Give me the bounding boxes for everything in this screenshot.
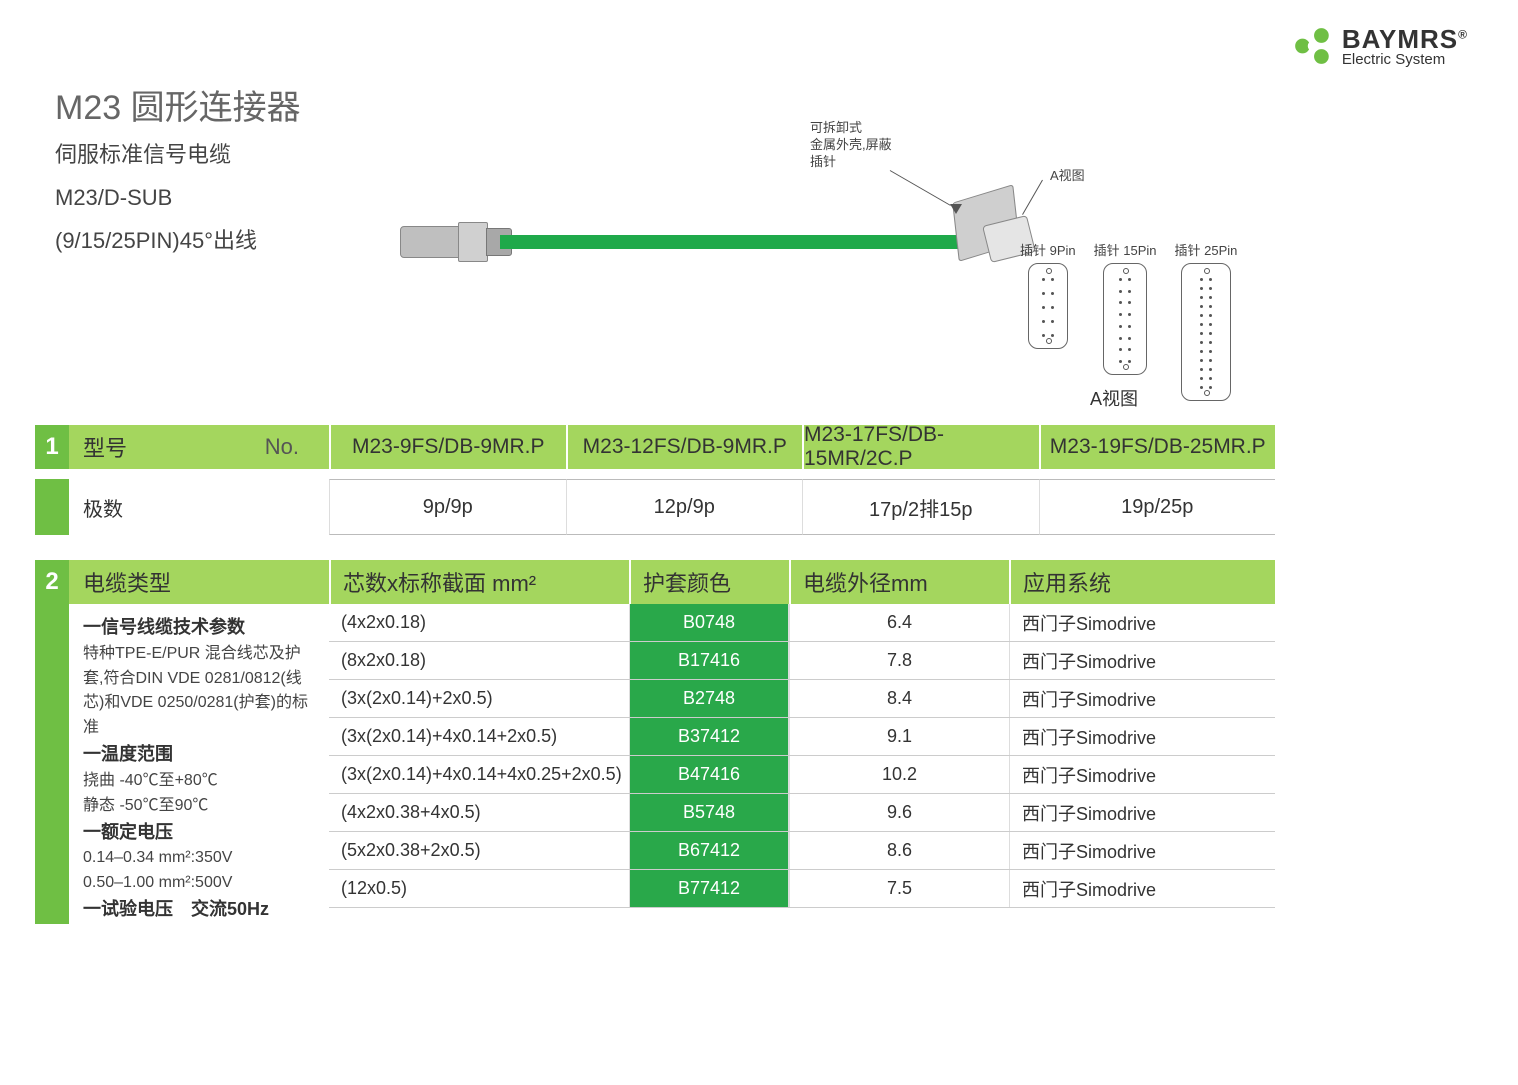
cable-header-0: 芯数x标称截面 mm²: [329, 560, 629, 604]
spec-note-6: 0.14–0.34 mm²:350V: [83, 846, 315, 871]
cable-header-2: 电缆外径mm: [789, 560, 1009, 604]
cable-cell: 西门子Simodrive: [1009, 718, 1275, 755]
spec-note-1: 特种TPE-E/PUR 混合线芯及护套,符合DIN VDE 0281/0812(…: [83, 642, 315, 741]
pin9-label: 插针 9Pin: [1020, 240, 1076, 259]
cable-cell: 10.2: [789, 756, 1009, 793]
cable-cell: 8.6: [789, 832, 1009, 869]
poles-label: 极数: [69, 479, 329, 535]
section-number-2: 2: [35, 560, 69, 604]
logo-name: BAYMRS®: [1342, 26, 1468, 52]
cable-cell: (5x2x0.38+2x0.5): [329, 832, 629, 869]
cable-cell: 9.6: [789, 794, 1009, 831]
cable-cell: 西门子Simodrive: [1009, 794, 1275, 831]
cable-table-header: 2 电缆类型 芯数x标称截面 mm²护套颜色电缆外径mm应用系统: [35, 560, 1275, 604]
cable-data-rows: (4x2x0.18)B07486.4西门子Simodrive(8x2x0.18)…: [329, 604, 1275, 924]
cable-cell: 8.4: [789, 680, 1009, 717]
cable-table: 2 电缆类型 芯数x标称截面 mm²护套颜色电缆外径mm应用系统 一信号线缆技术…: [35, 560, 1275, 924]
page-title: M23 圆形连接器: [55, 80, 301, 129]
cable-row: (12x0.5)B774127.5西门子Simodrive: [329, 870, 1275, 908]
cable-cell: 西门子Simodrive: [1009, 604, 1275, 641]
spec-note-5: 一额定电压: [83, 819, 315, 847]
model-table-header: 1 型号 No. M23-9FS/DB-9MR.PM23-12FS/DB-9MR…: [35, 425, 1275, 469]
spec-note-3: 挠曲 -40℃至+80℃: [83, 769, 315, 794]
subtitle-3: (9/15/25PIN)45°出线: [55, 223, 301, 258]
section-number-1: 1: [35, 425, 69, 469]
cable-cell: (3x(2x0.14)+4x0.14+4x0.25+2x0.5): [329, 756, 629, 793]
cable-cell: B2748: [629, 680, 789, 717]
model-col-2: M23-17FS/DB-15MR/2C.P: [802, 425, 1039, 469]
cable-cell: 6.4: [789, 604, 1009, 641]
cable-cell: B37412: [629, 718, 789, 755]
callout-shield: 可拆卸式 金属外壳,屏蔽 插针: [810, 120, 892, 171]
m23-connector-icon: [400, 220, 510, 264]
pin25-icon: [1181, 263, 1231, 401]
pin-diagrams: 插针 9Pin 插针 15Pin 插针 25Pin: [1020, 240, 1260, 410]
brand-logo: BAYMRS® Electric System: [1292, 25, 1468, 67]
cable-header-3: 应用系统: [1009, 560, 1275, 604]
spec-note-7: 0.50–1.00 mm²:500V: [83, 871, 315, 896]
model-col-0: M23-9FS/DB-9MR.P: [329, 425, 566, 469]
cable-cell: B0748: [629, 604, 789, 641]
cable-cell: B17416: [629, 642, 789, 679]
model-label: 型号 No.: [69, 425, 329, 469]
model-table: 1 型号 No. M23-9FS/DB-9MR.PM23-12FS/DB-9MR…: [35, 425, 1275, 535]
poles-cell-0: 9p/9p: [329, 479, 566, 535]
cable-cell: 西门子Simodrive: [1009, 642, 1275, 679]
cable-cell: 西门子Simodrive: [1009, 680, 1275, 717]
cable-cell: (12x0.5): [329, 870, 629, 907]
cable-row: (4x2x0.18)B07486.4西门子Simodrive: [329, 604, 1275, 642]
pin15-label: 插针 15Pin: [1094, 240, 1157, 259]
spec-note-2: 一温度范围: [83, 741, 315, 769]
subtitle-1: 伺服标准信号电缆: [55, 137, 301, 172]
cable-cell: B5748: [629, 794, 789, 831]
cable-icon: [500, 235, 960, 249]
cable-cell: (4x2x0.18): [329, 604, 629, 641]
spec-notes: 一信号线缆技术参数特种TPE-E/PUR 混合线芯及护套,符合DIN VDE 0…: [69, 604, 329, 924]
cable-cell: (4x2x0.38+4x0.5): [329, 794, 629, 831]
pin25-label: 插针 25Pin: [1175, 240, 1238, 259]
cable-cell: B67412: [629, 832, 789, 869]
subtitle-2: M23/D-SUB: [55, 180, 301, 215]
cable-cell: (8x2x0.18): [329, 642, 629, 679]
cable-cell: B77412: [629, 870, 789, 907]
poles-cell-1: 12p/9p: [566, 479, 803, 535]
cable-row: (3x(2x0.14)+4x0.14+2x0.5)B374129.1西门子Sim…: [329, 718, 1275, 756]
logo-icon: [1292, 25, 1334, 67]
cable-cell: (3x(2x0.14)+2x0.5): [329, 680, 629, 717]
spec-note-8: 一试验电压 交流50Hz: [83, 896, 315, 924]
cable-cell: 7.5: [789, 870, 1009, 907]
spec-note-0: 一信号线缆技术参数: [83, 614, 315, 642]
cable-row: (5x2x0.38+2x0.5)B674128.6西门子Simodrive: [329, 832, 1275, 870]
cable-row: (3x(2x0.14)+4x0.14+4x0.25+2x0.5)B4741610…: [329, 756, 1275, 794]
poles-cell-2: 17p/2排15p: [802, 479, 1039, 535]
cable-cell: 9.1: [789, 718, 1009, 755]
model-col-3: M23-19FS/DB-25MR.P: [1039, 425, 1276, 469]
cable-cell: (3x(2x0.14)+4x0.14+2x0.5): [329, 718, 629, 755]
pin9-icon: [1028, 263, 1068, 349]
aview-caption: A视图: [1090, 385, 1138, 411]
model-col-1: M23-12FS/DB-9MR.P: [566, 425, 803, 469]
cable-cell: 西门子Simodrive: [1009, 832, 1275, 869]
cable-cell: 7.8: [789, 642, 1009, 679]
poles-cell-3: 19p/25p: [1039, 479, 1276, 535]
cable-cell: B47416: [629, 756, 789, 793]
cable-cell: 西门子Simodrive: [1009, 870, 1275, 907]
spec-note-4: 静态 -50℃至90℃: [83, 794, 315, 819]
cable-cell: 西门子Simodrive: [1009, 756, 1275, 793]
title-block: M23 圆形连接器 伺服标准信号电缆 M23/D-SUB (9/15/25PIN…: [55, 80, 301, 259]
logo-subtitle: Electric System: [1342, 52, 1468, 67]
cable-header-1: 护套颜色: [629, 560, 789, 604]
cable-row: (3x(2x0.14)+2x0.5)B27488.4西门子Simodrive: [329, 680, 1275, 718]
pin15-icon: [1103, 263, 1147, 375]
poles-row: 极数 9p/9p12p/9p17p/2排15p19p/25p: [35, 479, 1275, 535]
cable-row: (8x2x0.18)B174167.8西门子Simodrive: [329, 642, 1275, 680]
callout-aview: A视图: [1050, 168, 1085, 185]
cable-type-label: 电缆类型: [69, 560, 329, 604]
cable-row: (4x2x0.38+4x0.5)B57489.6西门子Simodrive: [329, 794, 1275, 832]
